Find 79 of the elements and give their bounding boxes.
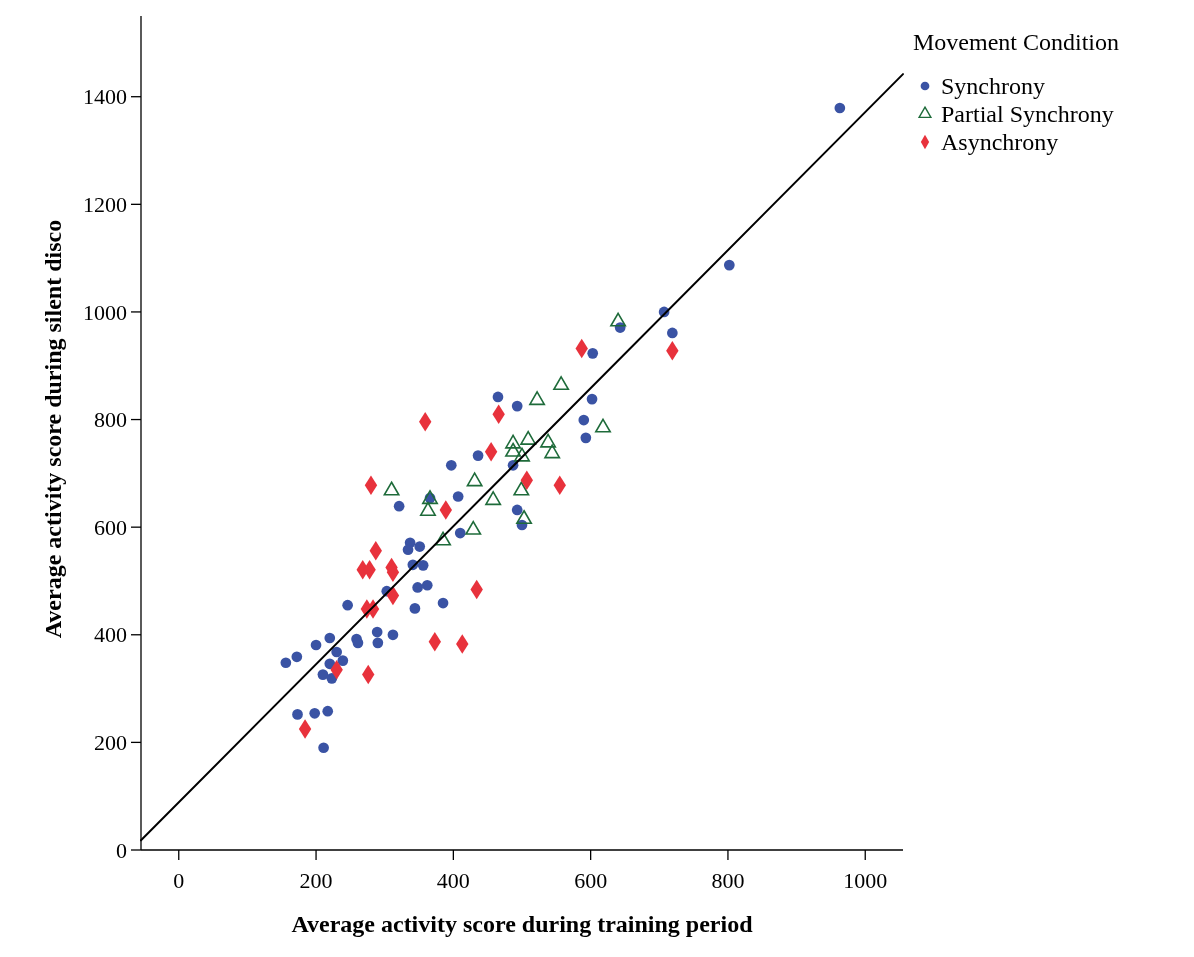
- point: [435, 531, 452, 546]
- x-tick-label: 400: [436, 868, 470, 893]
- point: [466, 472, 483, 487]
- point: [352, 637, 364, 649]
- point: [544, 444, 561, 459]
- point: [505, 442, 522, 457]
- point: [610, 312, 627, 327]
- point: [437, 597, 449, 609]
- point: [578, 414, 590, 426]
- point: [505, 434, 522, 449]
- point: [342, 599, 353, 611]
- point: [492, 391, 504, 403]
- point: [383, 481, 400, 496]
- point: [454, 527, 466, 539]
- legend-label: Asynchrony: [941, 129, 1059, 156]
- legend-label: Partial Synchrony: [941, 101, 1114, 128]
- point: [553, 375, 570, 391]
- point: [417, 560, 429, 571]
- x-tick-label: 800: [711, 868, 745, 893]
- y-tick-label: 600: [94, 514, 127, 540]
- point: [421, 579, 433, 591]
- y-tick-label: 200: [94, 730, 127, 756]
- point: [412, 582, 424, 593]
- point: [387, 629, 399, 641]
- point: [414, 541, 426, 552]
- point: [322, 705, 334, 717]
- point: [586, 393, 598, 405]
- y-tick-label: 1200: [83, 192, 127, 218]
- point: [310, 639, 322, 651]
- point: [516, 509, 533, 525]
- point: [309, 707, 321, 719]
- y-tick-label: 400: [94, 622, 127, 648]
- point: [723, 259, 735, 271]
- point: [511, 400, 523, 412]
- point: [595, 418, 612, 433]
- y-tick-label: 800: [94, 407, 127, 433]
- point: [513, 481, 530, 496]
- point: [529, 391, 546, 406]
- point: [511, 504, 523, 516]
- point: [587, 348, 599, 359]
- y-axis-title: Average activity score during silent disco: [40, 219, 66, 639]
- point: [485, 491, 502, 506]
- x-tick-label: 0: [173, 868, 185, 893]
- point: [402, 544, 414, 556]
- x-tick-label: 200: [299, 868, 333, 893]
- point: [318, 742, 329, 754]
- point: [465, 520, 482, 535]
- point: [324, 632, 336, 644]
- point: [513, 447, 531, 462]
- point: [371, 626, 383, 638]
- point: [291, 651, 303, 663]
- x-axis-title: Average activity score during training period: [291, 911, 754, 937]
- legend-title: Movement Condition: [913, 29, 1119, 55]
- point: [580, 432, 592, 444]
- point: [666, 327, 678, 339]
- x-tick-label: 1000: [843, 868, 888, 893]
- point: [540, 433, 557, 448]
- point: [834, 102, 846, 114]
- point: [452, 491, 464, 502]
- x-tick-label: 600: [574, 868, 608, 893]
- point: [364, 475, 378, 495]
- y-tick-label: 1400: [83, 84, 127, 110]
- point: [445, 459, 457, 471]
- point: [317, 669, 329, 680]
- point: [292, 709, 303, 720]
- point: [409, 603, 421, 614]
- y-tick-label: 0: [116, 837, 127, 863]
- y-tick-label: 1000: [83, 299, 127, 325]
- point: [372, 637, 384, 649]
- point: [428, 632, 442, 652]
- point: [331, 646, 342, 658]
- point: [280, 657, 292, 669]
- point: [472, 450, 484, 461]
- point: [520, 430, 537, 445]
- point: [337, 655, 349, 666]
- point: [298, 719, 312, 739]
- point: [393, 500, 405, 512]
- point: [484, 442, 498, 462]
- legend-label: Synchrony: [941, 73, 1045, 100]
